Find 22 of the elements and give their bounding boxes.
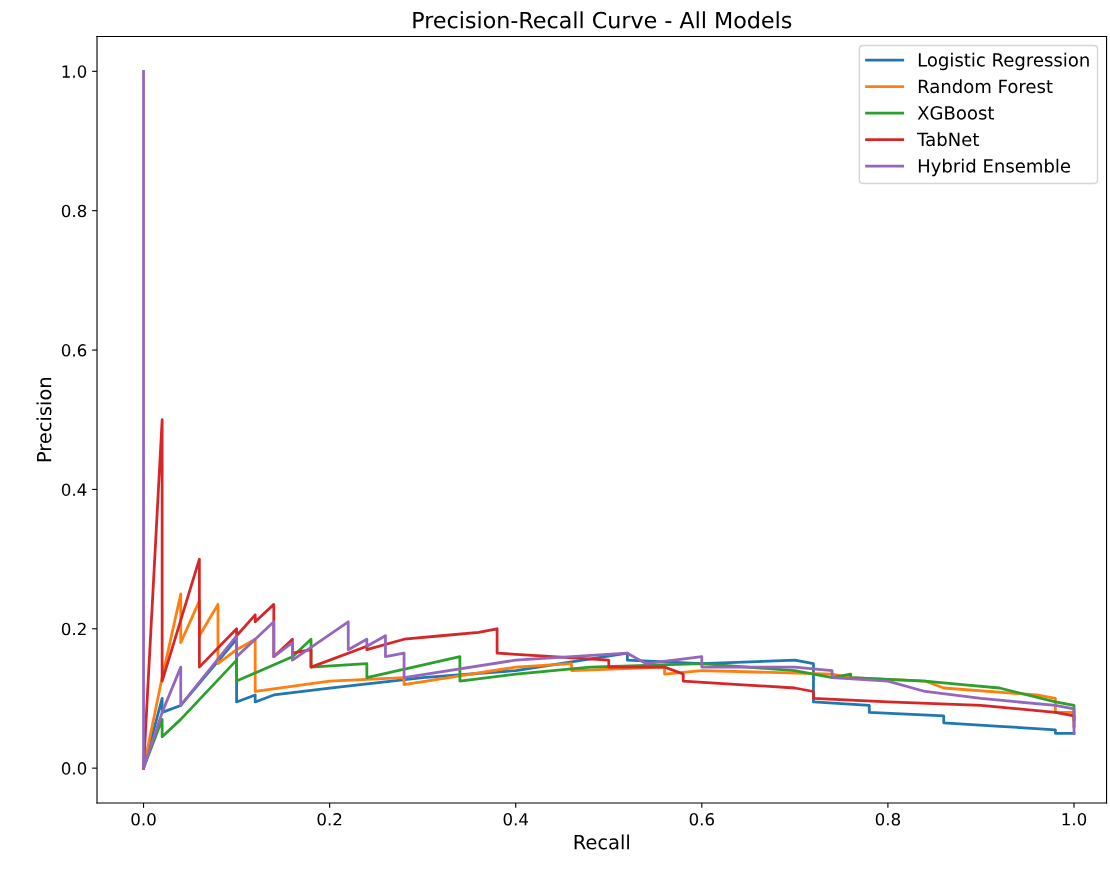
legend-label: Hybrid Ensemble [918,158,1071,177]
legend-label: Random Forest [918,79,1053,94]
x-tick-label: 0.2 [317,813,342,826]
y-tick-label: 0.0 [61,762,87,775]
line-series [142,418,1076,770]
chart-title: Precision-Recall Curve - All Models [413,11,792,29]
line-series [142,69,1076,770]
legend-label: XGBoost [917,106,995,120]
y-tick-label: 1.0 [62,65,87,78]
x-tick-label: 1.0 [1062,813,1087,826]
y-tick-label: 0.6 [61,344,87,357]
y-tick-label: 0.8 [61,204,87,218]
legend-label: TabNet [917,132,979,147]
y-tick-label: 0.4 [61,483,87,496]
y-tick-label: 0.2 [61,622,86,636]
x-tick-label: 0.0 [131,813,156,826]
x-tick-label: 0.6 [689,813,715,826]
x-tick-label: 0.4 [503,813,529,826]
x-axis-title: Recall [574,834,629,850]
legend-label: Logistic Regression [918,52,1089,71]
x-tick-label: 0.8 [875,813,901,826]
y-axis-title: Precision [36,378,52,462]
